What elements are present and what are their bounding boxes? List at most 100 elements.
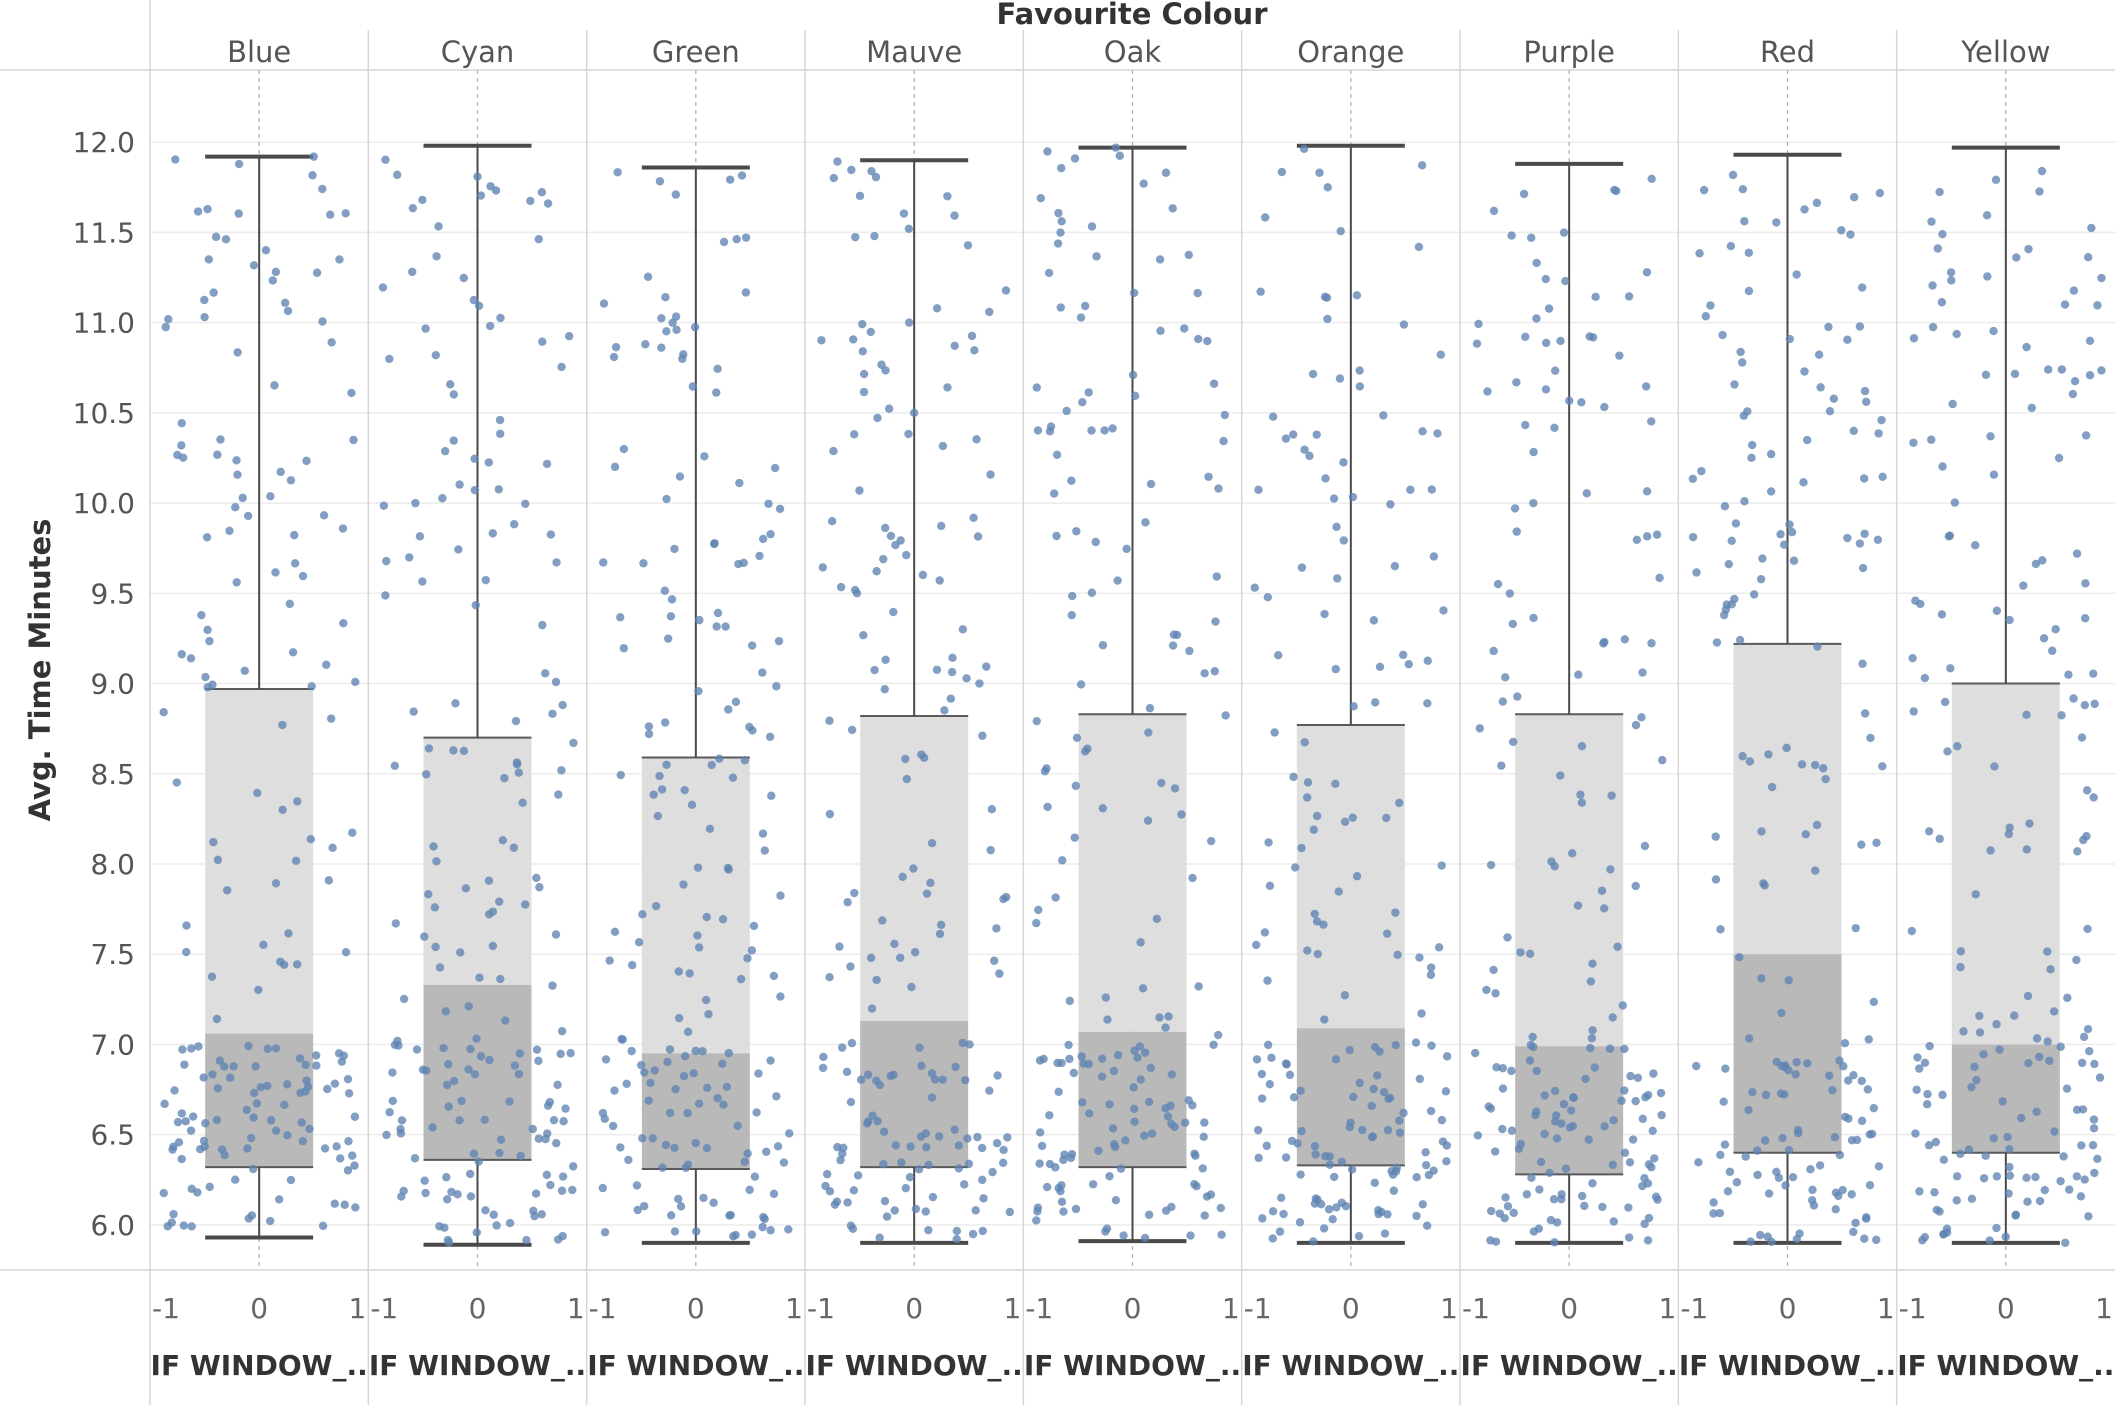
data-point [381,591,390,600]
data-point [2089,1115,2099,1124]
data-point [1529,498,1538,508]
data-point [410,1154,420,1163]
data-point [1206,1190,1216,1199]
data-point [213,450,222,459]
x-tick-label: -1 [370,1292,398,1325]
data-point [827,516,837,526]
data-point [1559,228,1569,237]
data-point [2097,273,2106,283]
data-point [1130,1117,1139,1126]
data-point [390,761,400,771]
data-point [1613,942,1622,951]
data-point [1398,650,1408,660]
data-point [1647,174,1656,184]
data-point [177,441,186,450]
data-point [932,665,942,674]
data-point [2044,365,2053,374]
data-point [1851,1218,1860,1228]
data-point [1140,1233,1150,1243]
data-point [332,1142,341,1151]
data-point [758,534,768,544]
data-point [1057,1058,1066,1068]
data-point [1922,1100,1932,1109]
data-point [1857,283,1867,292]
data-point [1912,1085,1921,1094]
data-point [992,1139,1002,1148]
data-point [627,1046,636,1056]
data-point [278,805,287,815]
data-point [698,1047,707,1056]
box-lower [1733,954,1842,1153]
data-point [1577,798,1587,807]
data-point [1983,272,1992,281]
data-point [1354,1231,1364,1241]
data-point [1641,382,1651,391]
data-point [718,914,728,924]
data-point [1036,194,1046,203]
data-point [1937,610,1947,619]
data-point [1253,1125,1263,1135]
data-point [1907,926,1917,936]
data-point [1695,249,1704,258]
data-point [767,791,776,800]
data-point [1268,412,1278,421]
data-point [855,191,865,201]
data-point [1059,1155,1068,1165]
data-point [622,1079,631,1089]
x-tick-label: 0 [1342,1292,1360,1325]
data-point [481,1206,490,1215]
data-point [1349,1092,1358,1102]
data-point [1938,1090,1947,1100]
data-point [770,463,780,473]
data-point [1719,1097,1728,1106]
data-point [1825,407,1835,416]
data-point [286,1175,296,1185]
data-point [1605,1044,1615,1053]
data-point [2083,924,2092,934]
data-point [1716,925,1725,934]
data-point [1417,161,1427,170]
data-point [2072,1172,2082,1181]
data-point [1309,825,1319,834]
data-point [1341,1201,1351,1211]
data-point [1336,226,1345,236]
data-point [1964,1145,1974,1154]
data-point [1332,522,1341,532]
data-point [455,480,464,489]
data-point [1992,1223,2001,1233]
data-point [901,754,910,764]
data-point [1608,1013,1617,1022]
data-point [546,530,556,539]
data-point [480,1115,489,1125]
data-point [256,1083,265,1092]
data-point [327,338,336,347]
data-point [531,1189,541,1198]
data-point [1045,1111,1054,1120]
data-point [2022,710,2031,720]
data-point [1846,230,1855,239]
data-point [889,607,898,617]
data-point [1144,728,1153,737]
x-tick-label: 0 [1560,1292,1578,1325]
data-point [1138,984,1148,993]
data-point [1331,779,1340,789]
data-point [505,1097,514,1106]
data-point [749,921,759,931]
data-point [549,1115,559,1125]
data-point [1838,1185,1847,1195]
data-point [422,770,431,779]
data-point [1323,314,1332,324]
data-point [232,578,241,587]
data-point [1375,1047,1384,1056]
data-point [1198,1164,1207,1173]
data-point [1489,965,1498,975]
data-point [510,1061,520,1070]
data-point [1541,385,1551,394]
data-point [1688,532,1698,542]
data-point [1331,1055,1341,1064]
data-point [557,1026,567,1036]
data-point [680,1051,690,1061]
data-point [639,1201,649,1211]
data-point [472,1034,481,1043]
data-point [212,1115,222,1125]
